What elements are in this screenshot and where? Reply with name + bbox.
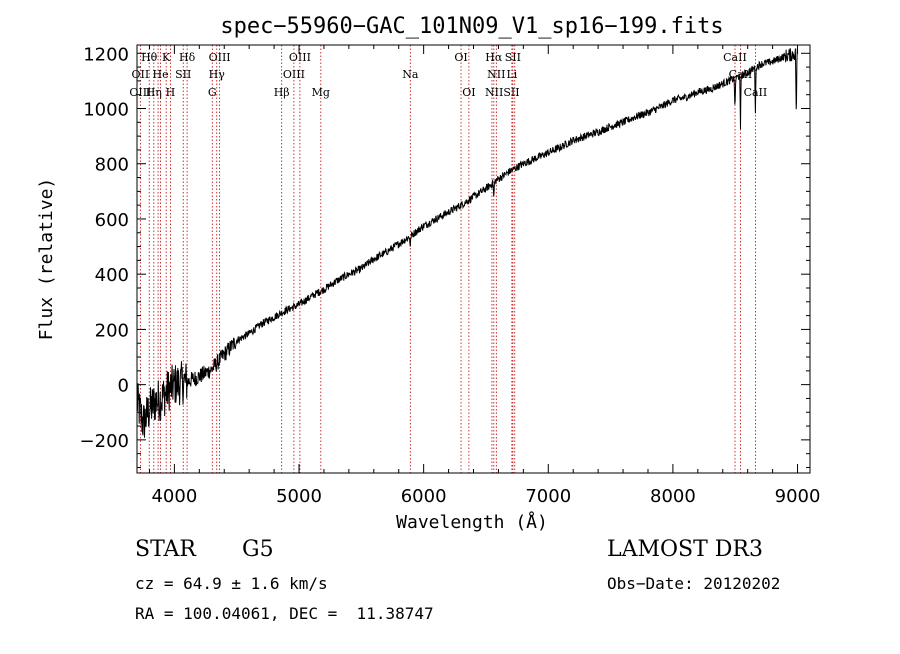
- line-label: CaII: [729, 68, 753, 81]
- x-axis: 4000 5000 6000 7000 8000 9000: [148, 45, 821, 507]
- y-tick-label: 800: [95, 155, 129, 176]
- line-label: Hθ: [141, 51, 158, 64]
- y-tick-label: 1200: [83, 44, 129, 65]
- x-tick-label: 9000: [775, 486, 821, 507]
- line-label: K: [162, 51, 171, 64]
- line-label: OIII: [209, 51, 231, 64]
- y-tick-label: 1000: [83, 100, 129, 121]
- y-tick-label: −200: [80, 431, 129, 452]
- survey-name: LAMOST DR3: [607, 537, 763, 562]
- redshift-velocity: cz = 64.9 ± 1.6 km/s: [135, 574, 328, 593]
- line-label: G: [208, 86, 217, 99]
- object-class: STAR: [135, 537, 196, 562]
- line-label: Li: [506, 68, 517, 81]
- line-label: OII: [132, 68, 150, 81]
- line-label: OIII: [129, 86, 151, 99]
- x-axis-label: Wavelength (Å): [396, 511, 548, 533]
- line-label: SII: [505, 51, 521, 64]
- y-tick-label: 200: [95, 320, 129, 341]
- line-label: OI: [462, 86, 475, 99]
- observation-date: Obs−Date: 20120202: [607, 574, 781, 593]
- chart-title: spec−55960−GAC_101N09_V1_sp16−199.fits: [220, 14, 723, 39]
- y-axis: −200 0 200 400 600 800 1000 1200: [80, 44, 810, 468]
- line-label: Na: [402, 68, 419, 81]
- y-tick-label: 0: [118, 376, 129, 397]
- x-tick-label: 5000: [276, 486, 322, 507]
- line-label: Hη: [146, 86, 162, 99]
- line-label: OI: [454, 51, 467, 64]
- x-tick-label: 7000: [525, 486, 571, 507]
- line-label: H: [166, 86, 176, 99]
- line-label: OIII: [289, 51, 311, 64]
- x-tick-label: 6000: [401, 486, 447, 507]
- line-label: OIII: [283, 68, 305, 81]
- line-label: SII: [175, 68, 191, 81]
- line-label: Hα: [485, 51, 503, 64]
- y-tick-label: 400: [95, 265, 129, 286]
- line-label: Mg: [312, 86, 330, 99]
- spectrum-series-line: [136, 48, 798, 438]
- line-label: NII: [487, 68, 505, 81]
- y-tick-label: 600: [95, 210, 129, 231]
- x-tick-label: 4000: [151, 486, 197, 507]
- line-label: He: [153, 68, 169, 81]
- y-axis-label: Flux (relative): [36, 178, 57, 341]
- coordinates: RA = 100.04061, DEC = 11.38747: [135, 604, 434, 623]
- object-subclass: G5: [242, 537, 274, 562]
- line-label: Hδ: [179, 51, 196, 64]
- line-label: NIISII: [485, 86, 520, 99]
- x-tick-label: 8000: [650, 486, 696, 507]
- plot-frame: [136, 44, 811, 474]
- emission-line-markers: [139, 45, 756, 473]
- line-label: Hβ: [274, 86, 290, 99]
- line-label: Hγ: [209, 68, 226, 81]
- line-label: CaII: [723, 51, 747, 64]
